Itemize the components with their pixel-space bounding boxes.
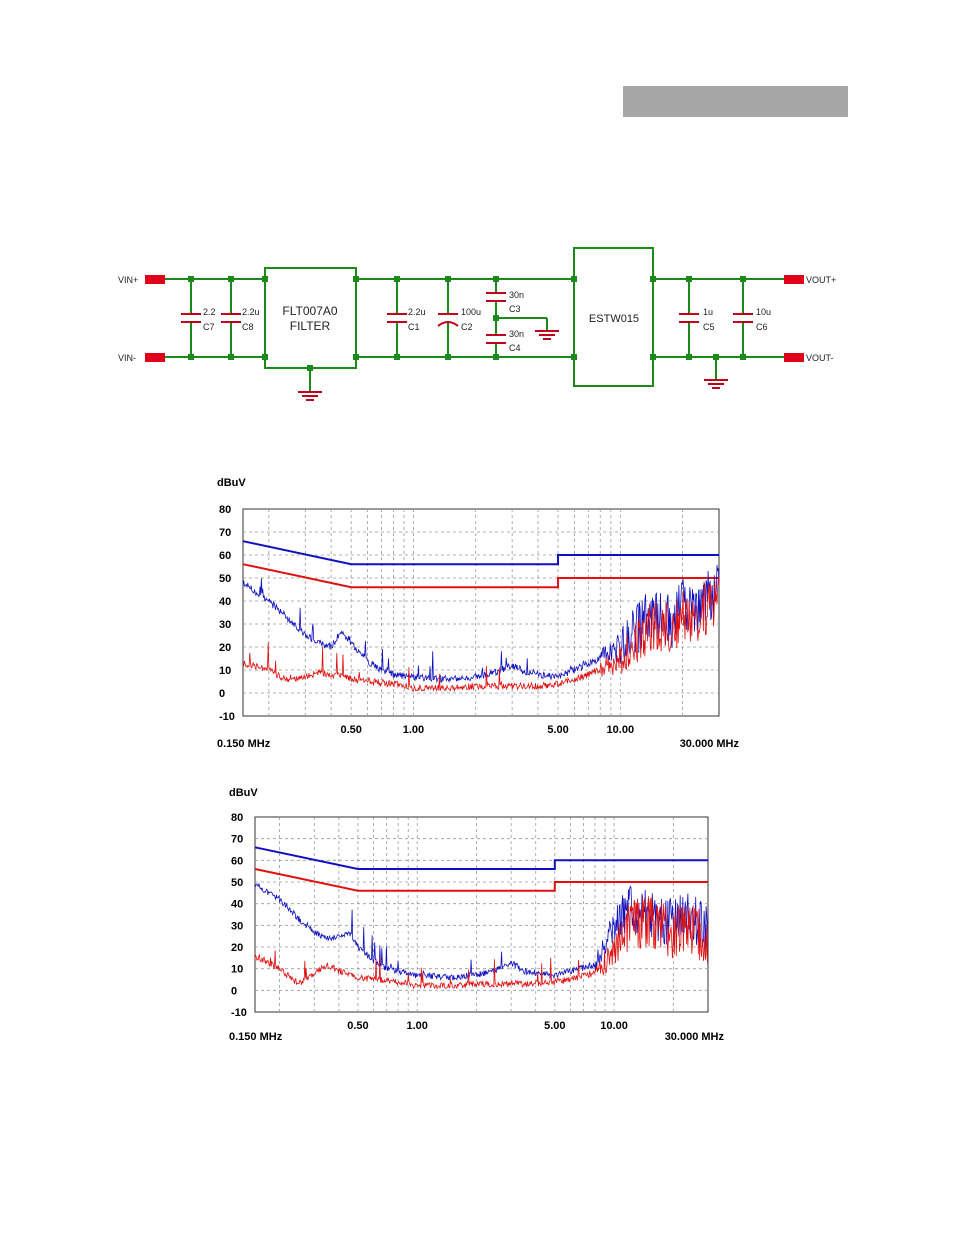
y-tick-label: 80 [231,812,243,824]
c3-value: 30n [509,290,524,300]
plot-area [254,816,709,1013]
x-tick-label: 0.50 [347,1020,368,1032]
emi-chart-2: 80 70 60 50 40 30 20 10 0 -10 0.50 1.00 5.00 10.00 dBu… [229,787,725,1043]
c6-ref: C6 [756,322,768,332]
header-bar [623,86,848,117]
c8-value: 2.2u [242,307,260,317]
c7-ref: C7 [203,322,215,332]
vout-minus-terminal [784,353,804,362]
quasi-peak-limit-line [242,540,719,566]
c2-value: 100u [461,307,481,317]
y-tick-label: 0 [231,985,237,997]
y-tick-label: 40 [219,596,231,608]
x-tick-label: 10.00 [600,1020,628,1032]
quasi-peak-limit-line [254,846,708,870]
c4-value: 30n [509,329,524,339]
average-limit-line [242,563,719,589]
y-tick-label: 80 [219,504,231,516]
filter-name: FLT007A0 [282,304,337,318]
y-tick-label: 70 [231,834,243,846]
y-axis-label: dBuV [217,477,246,489]
c1-ref: C1 [408,322,420,332]
peak-scan-trace [242,565,720,684]
x-tick-label: 10.00 [607,724,635,736]
peak-scan-trace [254,883,709,981]
y-tick-label: 10 [219,665,231,677]
c2-ref: C2 [461,322,473,332]
average-limit-line [254,868,708,892]
y-tick-label: 60 [231,855,243,867]
y-tick-label: 30 [219,619,231,631]
vin-plus-label: VIN+ [118,275,138,285]
c4-ref: C4 [509,343,521,353]
y-tick-label: 70 [219,527,231,539]
y-tick-label: 50 [219,573,231,585]
c5-value: 1u [703,307,713,317]
module-name: ESTW015 [589,313,639,325]
y-tick-label: 20 [231,942,243,954]
c8-ref: C8 [242,322,254,332]
vin-plus-terminal [145,275,165,284]
x-tick-label: 1.00 [403,724,424,736]
c7-value: 2.2 [203,307,216,317]
average-scan-trace [242,575,720,693]
x-end-label: 30.000 MHz [680,738,740,750]
y-tick-label: -10 [231,1007,247,1019]
x-tick-label: 0.50 [340,724,361,736]
c1-value: 2.2u [408,307,426,317]
x-tick-label: 1.00 [406,1020,427,1032]
c6-value: 10u [756,307,771,317]
y-tick-label: 30 [231,920,243,932]
y-tick-label: 0 [219,688,225,700]
x-start-label: 0.150 MHz [217,738,271,750]
y-axis-label: dBuV [229,787,258,799]
y-tick-label: 10 [231,964,243,976]
c3-ref: C3 [509,304,521,314]
y-tick-label: 40 [231,899,243,911]
x-end-label: 30.000 MHz [665,1031,725,1043]
x-tick-label: 5.00 [547,724,568,736]
y-tick-label: 60 [219,550,231,562]
vout-plus-label: VOUT+ [806,275,836,285]
schematic-diagram: VIN+ VIN- VOUT+ VOUT- 2.2 C7 2.2u C8 2.2… [118,247,836,401]
vin-minus-terminal [145,353,165,362]
y-tick-label: 20 [219,642,231,654]
x-tick-label: 5.00 [544,1020,565,1032]
filter-label: FILTER [290,319,331,333]
vin-minus-label: VIN- [118,353,136,363]
x-start-label: 0.150 MHz [229,1031,283,1043]
emi-chart-1: 80 70 60 50 40 30 20 10 0 -10 0.50 1.00 5.00 10.00 dBu… [217,477,740,750]
vout-minus-label: VOUT- [806,353,834,363]
y-tick-label: 50 [231,877,243,889]
vout-plus-terminal [784,275,804,284]
c5-ref: C5 [703,322,715,332]
y-tick-label: -10 [219,711,235,723]
average-scan-trace [254,896,709,990]
